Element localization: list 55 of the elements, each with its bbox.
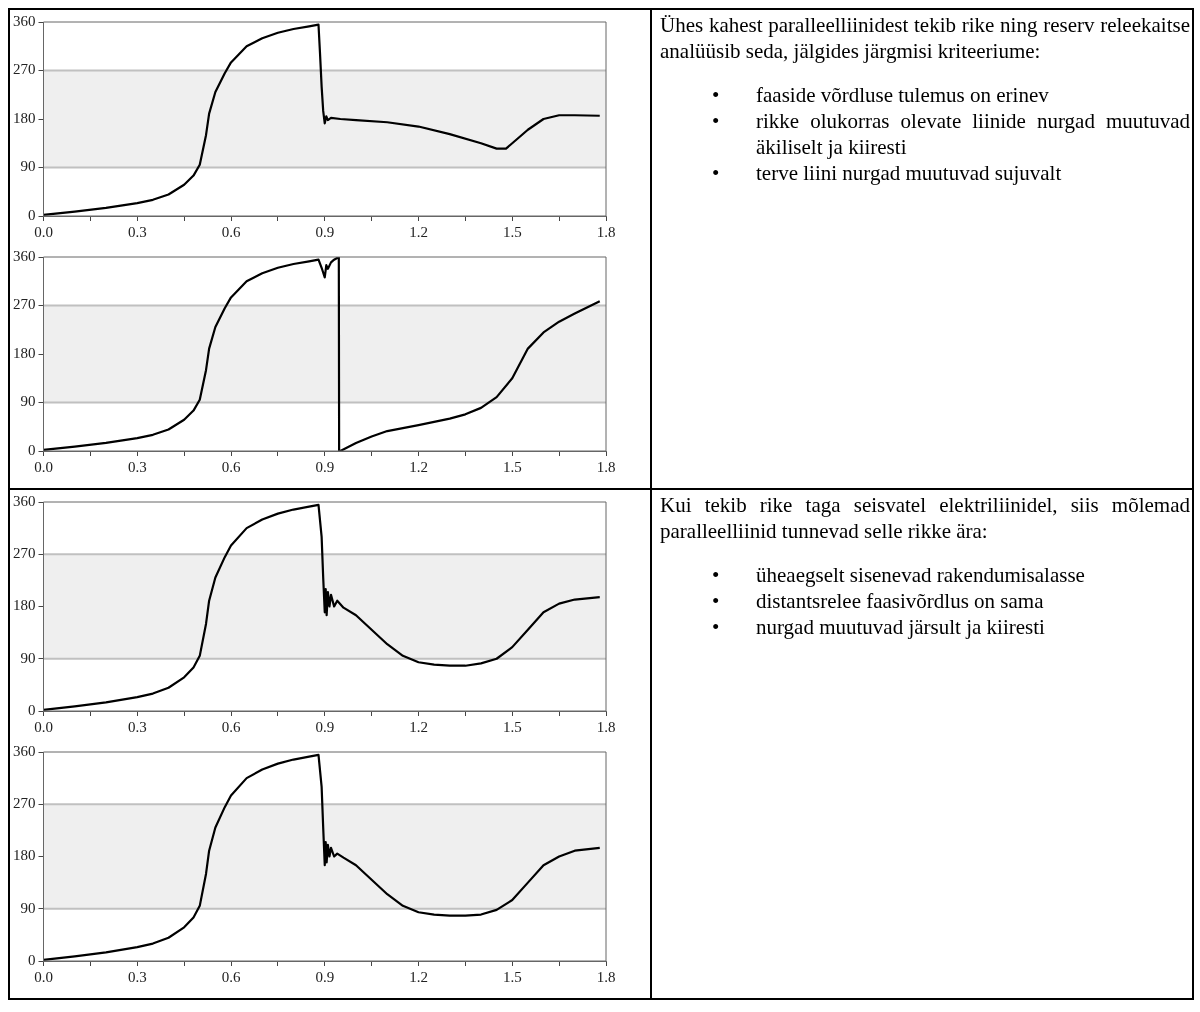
x-tick-label: 0.9 — [315, 223, 335, 240]
x-tick-label: 1.8 — [596, 718, 616, 735]
text: Kui tekib rike taga seisvatel elektriliinidel, siis mõlemad paralleelliinid tunnevad selle rikke ära: — [660, 492, 1190, 544]
x-tick-label: 1.2 — [409, 718, 428, 735]
y-tick-label: 270 — [13, 795, 36, 812]
y-tick-label: 180 — [13, 597, 36, 614]
x-tick-label: 0.9 — [315, 458, 335, 475]
x-tick-label: 1.5 — [502, 718, 522, 735]
y-tick-label: 360 — [13, 492, 36, 509]
x-tick-label: 0.3 — [127, 223, 147, 240]
x-tick-label: 1.5 — [502, 223, 522, 240]
y-tick-label: 270 — [13, 296, 36, 313]
y-tick-label: 0 — [28, 441, 36, 458]
x-tick-label: 0.3 — [127, 718, 147, 735]
text: • nurgad muutuvad järsult ja kiiresti — [712, 615, 1045, 639]
y-tick-label: 90 — [20, 158, 36, 175]
x-tick-label: 0.0 — [34, 458, 53, 475]
x-tick-label: 1.8 — [596, 223, 616, 240]
y-tick-label: 0 — [28, 206, 36, 223]
x-tick-label: 0.0 — [34, 968, 53, 985]
x-tick-label: 0.6 — [221, 223, 241, 240]
y-tick-label: 360 — [13, 247, 36, 264]
y-tick-label: 0 — [28, 701, 36, 718]
text: • terve liini nurgad muutuvad sujuvalt — [712, 161, 1062, 185]
y-tick-label: 360 — [13, 12, 36, 29]
y-tick-label: 180 — [13, 847, 36, 864]
y-tick-label: 270 — [13, 545, 36, 562]
x-tick-label: 0.6 — [221, 718, 241, 735]
y-tick-label: 180 — [13, 344, 36, 361]
x-tick-label: 0.6 — [221, 968, 241, 985]
x-tick-label: 0.3 — [127, 968, 147, 985]
x-tick-label: 0.3 — [127, 458, 147, 475]
y-tick-label: 0 — [28, 951, 36, 968]
text: • faaside võrdluse tulemus on erinev — [712, 83, 1049, 107]
x-tick-label: 0.9 — [315, 718, 335, 735]
text: • üheaegselt sisenevad rakendumisalasse — [712, 563, 1085, 587]
x-tick-label: 0.0 — [34, 718, 53, 735]
x-tick-label: 1.2 — [409, 223, 428, 240]
x-tick-label: 1.2 — [409, 968, 428, 985]
y-tick-label: 360 — [13, 742, 36, 759]
x-tick-label: 1.8 — [596, 968, 616, 985]
y-tick-label: 90 — [20, 393, 36, 410]
y-tick-label: 90 — [20, 899, 36, 916]
x-tick-label: 1.5 — [502, 968, 522, 985]
x-tick-label: 1.2 — [409, 458, 428, 475]
x-tick-label: 0.9 — [315, 968, 335, 985]
x-tick-label: 0.0 — [34, 223, 53, 240]
y-tick-label: 180 — [13, 109, 36, 126]
text: Ühes kahest paralleelliinidest tekib rike ning reserv releekaitse analüüsib seda, jälgides järgmisi kriteeriume: — [660, 12, 1190, 64]
x-tick-label: 0.6 — [221, 458, 241, 475]
y-tick-label: 90 — [20, 649, 36, 666]
x-tick-label: 1.5 — [502, 458, 522, 475]
text: • distantsrelee faasivõrdlus on sama — [712, 589, 1044, 613]
y-tick-label: 270 — [13, 61, 36, 78]
x-tick-label: 1.8 — [596, 458, 616, 475]
